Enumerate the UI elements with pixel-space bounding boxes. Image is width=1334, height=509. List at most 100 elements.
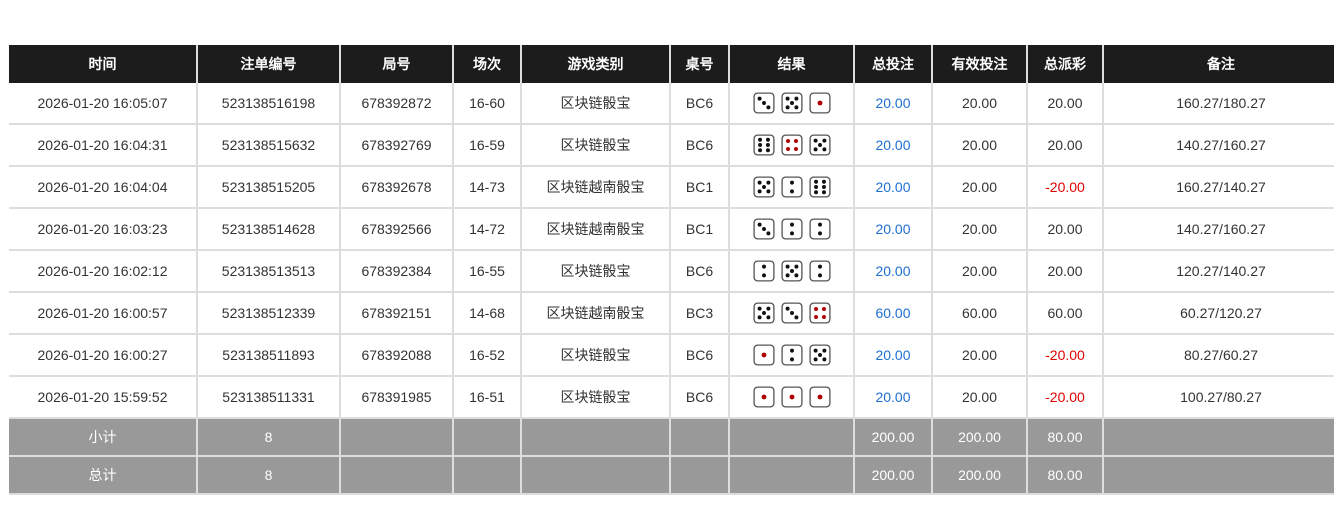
game: 区块链越南骰宝 <box>521 208 671 251</box>
table-row: 2026-01-20 16:00:57 523138512339 6783921… <box>9 292 1334 335</box>
table-row: 2026-01-20 15:59:52 523138511331 6783919… <box>9 376 1334 419</box>
game: 区块链骰宝 <box>521 83 671 125</box>
session: 16-55 <box>453 250 522 293</box>
col-note: 备注 <box>1103 45 1334 83</box>
bet-id: 523138516198 <box>197 83 341 125</box>
round: 678392151 <box>340 292 454 335</box>
result <box>729 376 855 419</box>
total-payout: 80.00 <box>1027 456 1104 495</box>
payout: 20.00 <box>1027 83 1104 125</box>
dice-3-icon <box>780 302 803 324</box>
session: 16-52 <box>453 334 522 377</box>
result <box>729 334 855 377</box>
note: 160.27/180.27 <box>1103 83 1334 125</box>
round: 678392566 <box>340 208 454 251</box>
dice-5-icon <box>808 344 831 366</box>
total-bet: 20.00 <box>854 334 933 377</box>
note: 80.27/60.27 <box>1103 334 1334 377</box>
col-total-bet: 总投注 <box>854 45 933 83</box>
valid-bet: 20.00 <box>932 334 1028 377</box>
dice-1-icon <box>780 386 803 408</box>
note: 60.27/120.27 <box>1103 292 1334 335</box>
dice-5-icon <box>780 260 803 282</box>
total-count: 8 <box>197 456 341 495</box>
payout: -20.00 <box>1027 376 1104 419</box>
payout: -20.00 <box>1027 334 1104 377</box>
game: 区块链越南骰宝 <box>521 292 671 335</box>
col-table: 桌号 <box>670 45 730 83</box>
note: 140.27/160.27 <box>1103 124 1334 167</box>
table-no: BC6 <box>670 250 730 293</box>
valid-bet: 20.00 <box>932 124 1028 167</box>
result <box>729 166 855 209</box>
game: 区块链骰宝 <box>521 250 671 293</box>
round: 678392769 <box>340 124 454 167</box>
round: 678391985 <box>340 376 454 419</box>
time: 2026-01-20 16:02:12 <box>9 250 198 293</box>
bet-id: 523138515632 <box>197 124 341 167</box>
game: 区块链骰宝 <box>521 376 671 419</box>
table-row: 2026-01-20 16:04:31 523138515632 6783927… <box>9 124 1334 167</box>
round: 678392384 <box>340 250 454 293</box>
table-row: 2026-01-20 16:00:27 523138511893 6783920… <box>9 334 1334 377</box>
total-label: 总计 <box>9 456 198 495</box>
dice-3-icon <box>752 218 775 240</box>
round: 678392088 <box>340 334 454 377</box>
session: 16-60 <box>453 83 522 125</box>
total-bet: 20.00 <box>854 166 933 209</box>
dice-result <box>752 92 831 114</box>
dice-5-icon <box>780 92 803 114</box>
total-bet: 20.00 <box>854 124 933 167</box>
time: 2026-01-20 15:59:52 <box>9 376 198 419</box>
dice-1-icon <box>752 386 775 408</box>
dice-result <box>752 260 831 282</box>
bet-id: 523138514628 <box>197 208 341 251</box>
table-no: BC1 <box>670 166 730 209</box>
dice-result <box>752 176 831 198</box>
total-row: 总计 8 200.00 200.00 80.00 <box>9 456 1334 495</box>
table-no: BC3 <box>670 292 730 335</box>
dice-1-icon <box>752 344 775 366</box>
col-result: 结果 <box>729 45 855 83</box>
round: 678392872 <box>340 83 454 125</box>
note: 160.27/140.27 <box>1103 166 1334 209</box>
total-total-bet: 200.00 <box>854 456 933 495</box>
payout: 20.00 <box>1027 124 1104 167</box>
game: 区块链骰宝 <box>521 124 671 167</box>
subtotal-count: 8 <box>197 418 341 457</box>
result <box>729 124 855 167</box>
time: 2026-01-20 16:00:57 <box>9 292 198 335</box>
valid-bet: 20.00 <box>932 208 1028 251</box>
col-bet-id: 注单编号 <box>197 45 341 83</box>
dice-4-icon <box>808 302 831 324</box>
subtotal-total-bet: 200.00 <box>854 418 933 457</box>
dice-result <box>752 302 831 324</box>
bet-id: 523138511893 <box>197 334 341 377</box>
dice-6-icon <box>752 134 775 156</box>
table-no: BC6 <box>670 83 730 125</box>
result <box>729 292 855 335</box>
session: 14-73 <box>453 166 522 209</box>
note: 140.27/160.27 <box>1103 208 1334 251</box>
total-bet: 60.00 <box>854 292 933 335</box>
table-no: BC6 <box>670 376 730 419</box>
payout: 20.00 <box>1027 250 1104 293</box>
game: 区块链越南骰宝 <box>521 166 671 209</box>
total-bet: 20.00 <box>854 83 933 125</box>
dice-5-icon <box>808 134 831 156</box>
table-row: 2026-01-20 16:04:04 523138515205 6783926… <box>9 166 1334 209</box>
table-no: BC6 <box>670 334 730 377</box>
time: 2026-01-20 16:03:23 <box>9 208 198 251</box>
round: 678392678 <box>340 166 454 209</box>
session: 16-59 <box>453 124 522 167</box>
table-row: 2026-01-20 16:05:07 523138516198 6783928… <box>9 83 1334 125</box>
col-session: 场次 <box>453 45 522 83</box>
valid-bet: 20.00 <box>932 166 1028 209</box>
valid-bet: 20.00 <box>932 376 1028 419</box>
valid-bet: 20.00 <box>932 250 1028 293</box>
dice-5-icon <box>752 302 775 324</box>
bet-id: 523138512339 <box>197 292 341 335</box>
subtotal-label: 小计 <box>9 418 198 457</box>
payout: -20.00 <box>1027 166 1104 209</box>
result <box>729 250 855 293</box>
